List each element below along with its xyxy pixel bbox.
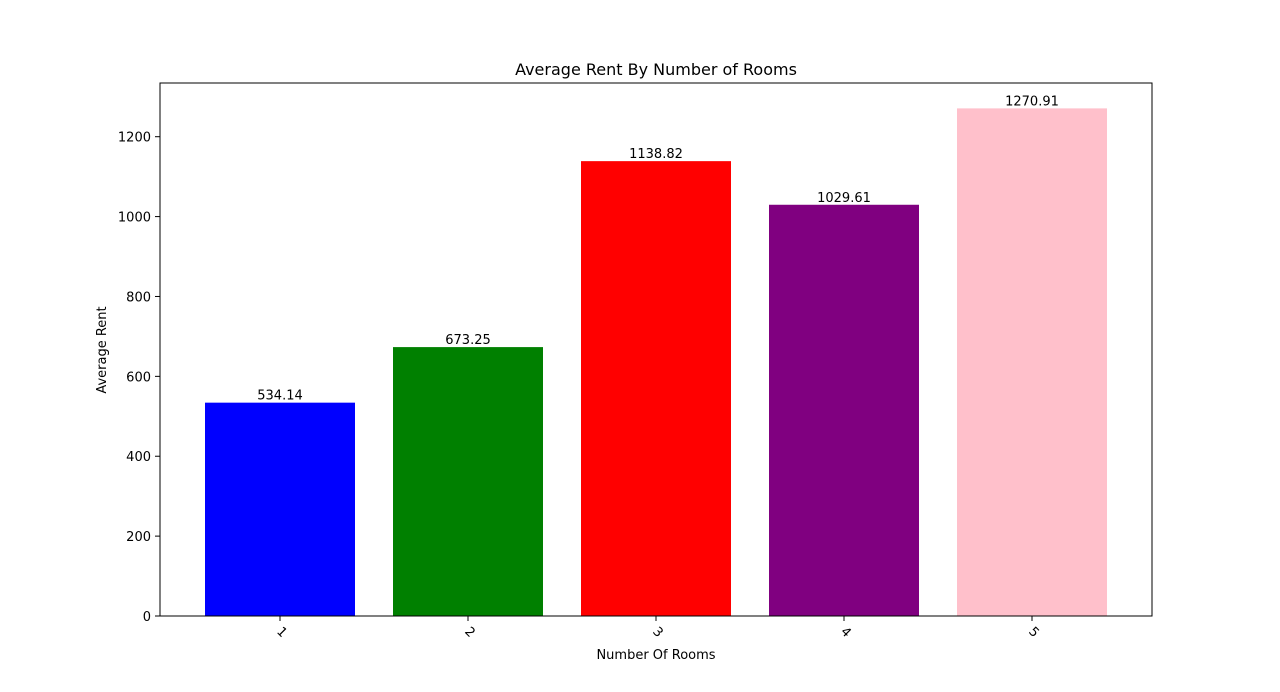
bars-group: 534.14 673.25 1138.82 1029.61 1270.91 (205, 94, 1107, 617)
bar-5 (957, 108, 1107, 617)
y-tick-label-400: 400 (126, 450, 151, 465)
y-tick-label-200: 200 (126, 530, 151, 545)
y-tick-label-1000: 1000 (118, 211, 151, 226)
chart-title: Average Rent By Number of Rooms (515, 60, 797, 79)
x-tick-label-4: 4 (837, 624, 853, 640)
x-tick-label-3: 3 (649, 624, 665, 640)
x-tick-label-5: 5 (1025, 624, 1041, 640)
data-label-5: 1270.91 (1005, 94, 1059, 109)
data-label-3: 1138.82 (629, 147, 683, 162)
bar-2 (393, 347, 543, 616)
y-tick-label-800: 800 (126, 290, 151, 305)
y-tick-label-1200: 1200 (118, 131, 151, 146)
x-axis-label: Number Of Rooms (596, 648, 715, 663)
bar-3 (581, 161, 731, 617)
bar-1 (205, 402, 355, 616)
x-tick-label-1: 1 (273, 624, 289, 640)
y-axis: 0 200 400 600 800 1000 1200 (118, 131, 160, 625)
y-tick-label-0: 0 (143, 610, 151, 625)
x-axis: 1 2 3 4 5 (273, 616, 1042, 641)
data-label-1: 534.14 (257, 389, 303, 404)
data-label-2: 673.25 (445, 333, 491, 348)
data-label-4: 1029.61 (817, 191, 871, 206)
x-tick-label-2: 2 (461, 624, 477, 640)
y-tick-label-600: 600 (126, 370, 151, 385)
plot-frame (159, 82, 1153, 617)
bar-4 (769, 204, 919, 616)
y-axis-label: Average Rent (95, 306, 110, 393)
